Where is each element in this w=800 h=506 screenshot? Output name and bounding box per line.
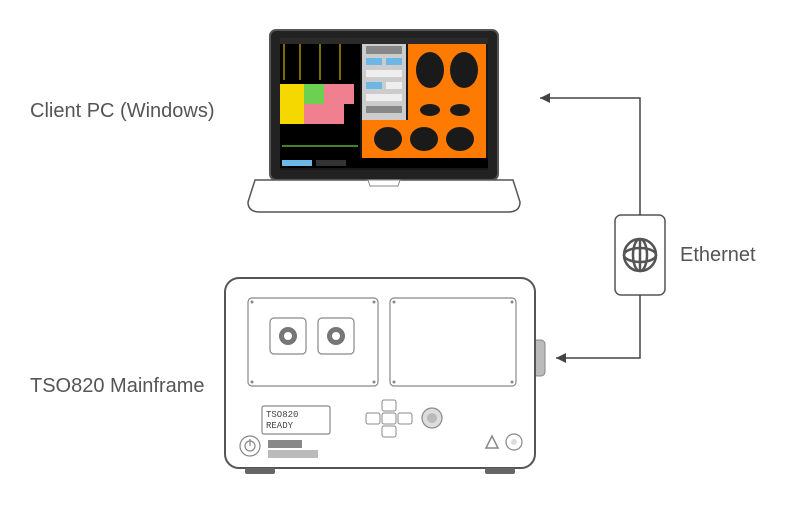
ethernet-illustration	[615, 215, 665, 295]
laptop-illustration	[248, 30, 520, 212]
mainframe-illustration: TSO820 READY	[225, 278, 545, 474]
lcd-line1: TSO820	[266, 410, 298, 420]
lcd-line2: READY	[266, 421, 294, 431]
connection-diagram: TSO820 READY	[0, 0, 800, 506]
